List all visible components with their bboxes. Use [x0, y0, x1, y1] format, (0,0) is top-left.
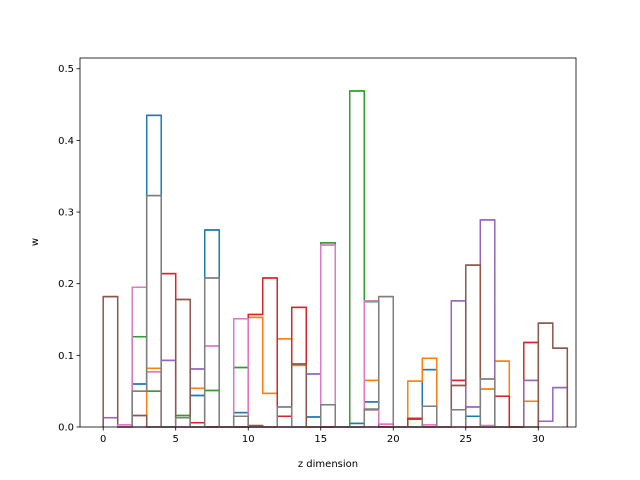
x-axis-label: z dimension [298, 459, 358, 470]
y-tick-label: 0.2 [58, 279, 74, 290]
x-tick-label: 0 [100, 434, 106, 445]
x-tick-label: 15 [314, 434, 327, 445]
x-tick-label: 10 [242, 434, 255, 445]
y-tick-label: 0.5 [58, 64, 74, 75]
x-tick-label: 25 [459, 434, 472, 445]
axes-layer: 0 5 10 15 20 25 30 0.0 0.1 0.2 0.3 0.4 0.5 [58, 57, 577, 445]
x-tick-label: 30 [532, 434, 545, 445]
axes-frame [79, 57, 577, 428]
y-tick-label: 0.4 [58, 136, 74, 147]
y-tick-label: 0.3 [58, 208, 74, 219]
y-axis-label: w [30, 238, 41, 246]
y-tick-label: 0.1 [58, 351, 74, 362]
x-tick-label: 20 [387, 434, 400, 445]
series-pink [116, 244, 496, 428]
x-tick-label: 5 [173, 434, 179, 445]
y-tick-label: 0.0 [58, 423, 74, 434]
